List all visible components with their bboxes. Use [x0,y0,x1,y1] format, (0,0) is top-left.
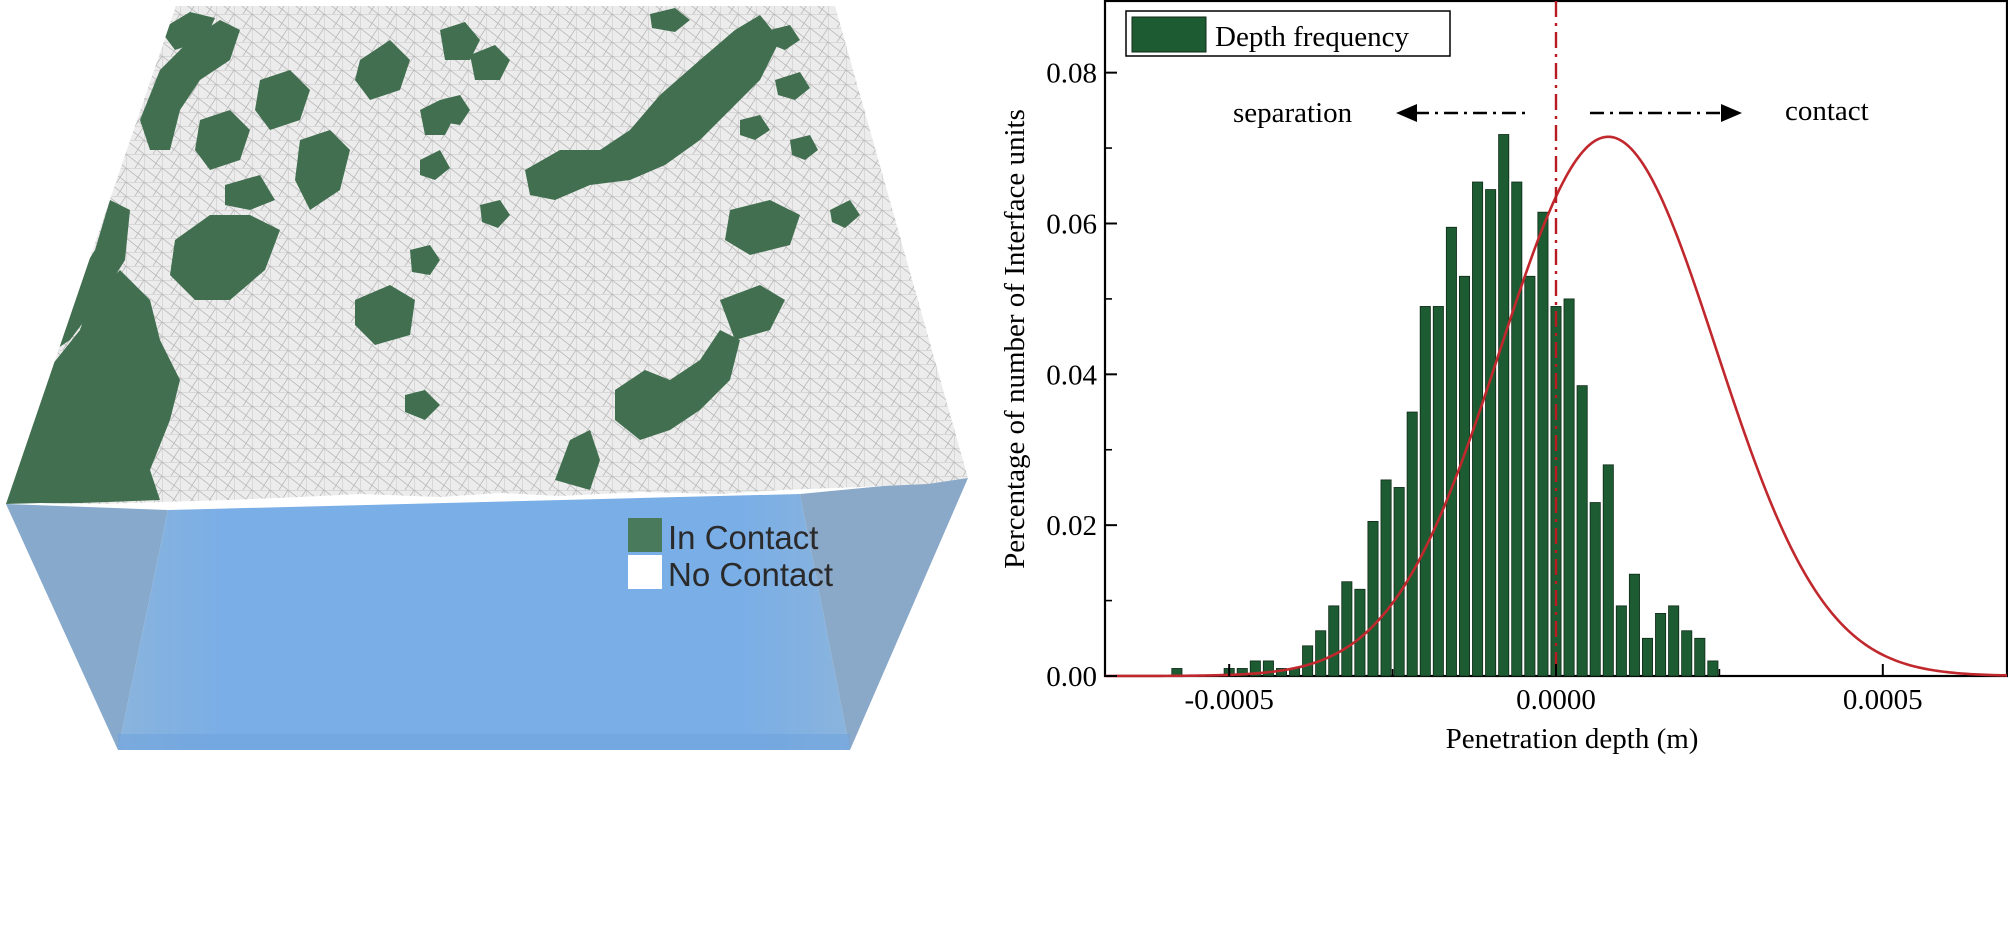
block-bottom-edge [118,734,850,750]
contact-legend: In Contact No Contact [628,518,833,593]
histogram-bar [1615,605,1627,677]
histogram-bar [1668,605,1680,677]
histogram-bar [1498,134,1510,677]
bars-layer [1171,134,1719,677]
depth-histogram-chart: 0.000.020.040.060.08-0.0005 0.0000 0.0005 … [999,0,2008,755]
contact-model-illustration: In Contact No Contact [6,6,968,750]
y-tick-label: 0.00 [1046,661,1097,693]
histogram-bar [1419,306,1431,677]
contact-legend-in-label: In Contact [668,519,818,556]
histogram-bar [1236,668,1248,677]
histogram-bar [1707,660,1719,677]
histogram-bar [1655,613,1667,677]
histogram-bar [1524,275,1536,677]
histogram-bar [1302,645,1314,677]
histogram-bar [1537,211,1549,677]
block-front-face [118,494,850,750]
y-axis-title: Percentage of number of Interface units [999,109,1031,569]
histogram-bar [1249,660,1261,677]
histogram-bar [1694,637,1706,677]
histogram-bar [1511,181,1523,677]
model-block [6,478,968,750]
histogram-bar [1576,385,1588,677]
histogram-bar [1589,502,1601,677]
y-tick-label: 0.04 [1046,359,1097,391]
x-axis-title: Penetration depth (m) [1446,723,1699,755]
histogram-bar [1602,464,1614,677]
histogram-bar [1432,306,1444,677]
histogram-bar [1563,298,1575,677]
x-tick-label: 0.0005 [1843,684,1923,716]
direction-annotations: separation contact [1233,95,1869,129]
histogram-bar [1406,411,1418,677]
histogram-bar [1354,588,1366,677]
histogram-bar [1341,581,1353,677]
model-top-surface [6,6,968,504]
axes-layer: 0.00 0.02 0.04 0.06 0.08 -0.0005 0.0000 0.0005 [1046,58,1922,716]
x-tick-label: -0.0005 [1184,684,1273,716]
contact-patches [6,8,860,504]
histogram-bar [1485,189,1497,677]
block-right-face [800,478,968,750]
histogram-bar [1445,226,1457,677]
contact-arrow-head [1721,104,1742,122]
histogram-bar [1681,630,1693,677]
histogram-bar [1315,630,1327,677]
histogram-bar [1328,605,1340,677]
histogram-bar [1367,520,1379,677]
y-tick-label: 0.08 [1046,58,1097,90]
contact-legend-in-swatch [628,518,662,552]
histogram-bar [1458,275,1470,677]
histogram-bar [1642,637,1654,677]
contact-label: contact [1785,95,1869,127]
y-tick-label: 0.02 [1046,510,1097,542]
separation-arrow-head [1396,104,1417,122]
chart-legend-label: Depth frequency [1215,21,1410,53]
chart-legend: Depth frequency [1125,10,1451,57]
x-tick-label: 0.0000 [1516,684,1596,716]
chart-legend-swatch [1131,16,1207,53]
contact-legend-no-swatch [628,555,662,589]
y-tick-label: 0.06 [1046,208,1097,240]
contact-legend-no-label: No Contact [668,556,833,593]
histogram-bar [1262,660,1274,677]
block-left-face [6,504,168,750]
histogram-bar [1628,573,1640,677]
histogram-bar [1393,487,1405,677]
separation-label: separation [1233,97,1353,129]
histogram-bar [1550,306,1562,677]
histogram-bar [1380,479,1392,677]
